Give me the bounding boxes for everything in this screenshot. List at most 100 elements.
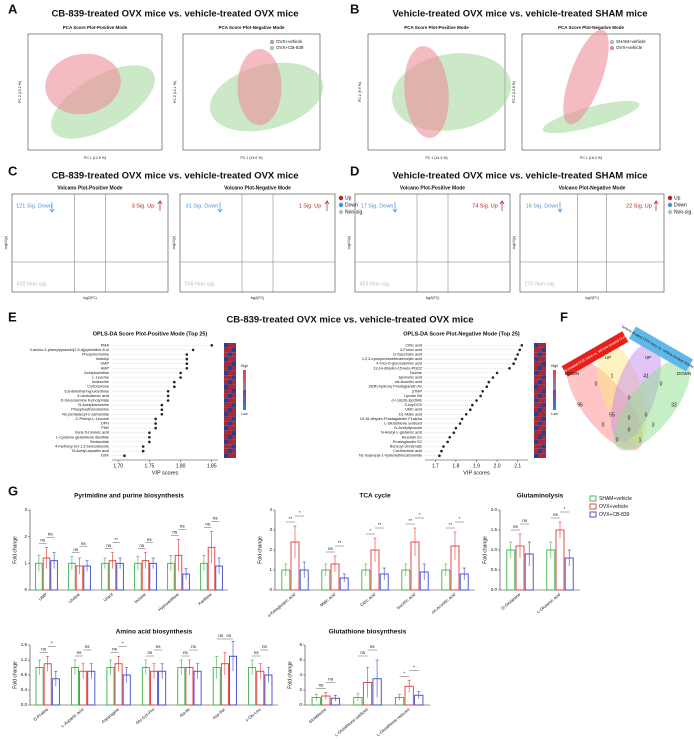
category-label: DPH: [101, 422, 109, 426]
axis-label: VIP scores: [463, 470, 490, 476]
heat-cell: [232, 343, 236, 348]
x-tick-label: Asparagine: [100, 706, 120, 724]
category-label: 15,16-dihydro Prostaglandin F1alpha: [360, 417, 423, 421]
dot: [508, 367, 511, 370]
y-tick-label: 0.4: [21, 687, 28, 692]
chart-title: Pyrimidine and purine biosynthesis: [74, 493, 184, 500]
chart-title: OPLS-DA Score Plot-Positive Mode (Top 25…: [93, 331, 208, 337]
heat-cell: [538, 384, 542, 389]
sig-label: ns: [40, 538, 46, 543]
heat-scale: [243, 374, 246, 376]
x-tick-label: 1.75: [145, 463, 155, 469]
heat-cell: [542, 421, 546, 426]
sig-label: ns: [213, 516, 219, 521]
heat-cell: [232, 370, 236, 376]
heat-cell: [228, 444, 232, 449]
heat-scale: [243, 408, 246, 410]
heat-cell: [228, 430, 232, 435]
dot: [210, 344, 214, 347]
plot-title: Volcano Plot-Negative Mode: [559, 185, 626, 191]
heat-cell: [232, 412, 236, 417]
annotation: 74 Sig. Up: [472, 203, 498, 209]
x-tick-label: Uracil: [102, 592, 113, 603]
y-tick-label: 1.0: [491, 547, 498, 552]
heat-cell: [534, 384, 538, 389]
x-tick-label: Ala-Ile: [178, 706, 191, 718]
heat-cell: [538, 421, 542, 426]
heat-scale: [243, 386, 246, 388]
heat-cell: [228, 370, 232, 376]
heat-cell: [534, 453, 538, 458]
sig-label: ns: [254, 650, 260, 655]
heat-scale: [243, 376, 246, 378]
dot: [479, 394, 482, 398]
dot: [173, 385, 176, 389]
heat-cell: [232, 389, 236, 394]
dot: [495, 371, 499, 375]
dot: [464, 413, 468, 416]
dot: [442, 445, 445, 448]
category-label: L-Leucine: [92, 376, 109, 380]
y-tick-label: 1.5: [491, 527, 498, 532]
heat-scale: [553, 372, 556, 374]
legend-label: SHAM+vehicle: [616, 39, 646, 44]
legend-label: OVX+CB-839: [276, 45, 304, 50]
heat-scale: [243, 398, 246, 400]
sig-label: ns: [81, 541, 87, 546]
sig-label: ns: [513, 524, 519, 529]
category-label: PNK: [101, 426, 109, 430]
y-tick-label: 0.0: [21, 702, 28, 707]
legend-label: Non-sig.: [674, 209, 693, 215]
y-tick-label: 0.5: [491, 567, 498, 572]
axis-label: Fold change: [257, 536, 263, 564]
venn-count: 0: [595, 381, 598, 387]
heat-cell: [534, 343, 538, 348]
x-tick-label: Glutathione: [308, 706, 328, 724]
category-label: Resolvin E1: [402, 435, 422, 439]
heat-cell: [534, 361, 538, 366]
dot: [185, 357, 189, 361]
chart-title: Glutaminolysis: [517, 493, 564, 500]
category-label: 15(R)-hydroxy Prostaglandin A2: [368, 385, 422, 389]
y-tick-label: 3: [269, 527, 272, 532]
heat-cell: [538, 366, 542, 371]
y-tick-label: 4: [299, 672, 302, 677]
sig-label: ns: [360, 650, 366, 655]
heat-scale: [553, 404, 556, 406]
venn-count: 0: [645, 412, 648, 418]
heat-cell: [228, 356, 232, 362]
heat-cell: [224, 361, 228, 366]
sig-label: ns: [191, 644, 197, 649]
y-tick-label: 2.0: [491, 507, 498, 512]
ellipse: [45, 53, 121, 115]
dot: [458, 422, 462, 425]
sig-label: ns: [553, 512, 559, 517]
heat-cell: [228, 352, 232, 357]
legend-swatch: [589, 511, 597, 518]
venn-count: 0: [628, 415, 631, 421]
heat-cell: [538, 435, 542, 440]
legend-swatch: [667, 209, 673, 215]
heat-cell: [232, 352, 236, 357]
dot: [148, 436, 151, 439]
heat-cell: [534, 444, 538, 449]
sig-label: ns: [106, 543, 112, 548]
category-label: D-Saccharic acid: [393, 353, 422, 357]
legend-swatch: [270, 40, 274, 44]
annotation: 16 Sig. Down: [526, 203, 559, 209]
heat-cell: [232, 444, 236, 449]
legend-swatch: [338, 209, 344, 215]
x-tick-label: 1.80: [176, 463, 186, 469]
y-tick-label: 2: [269, 547, 272, 552]
dot: [166, 399, 170, 402]
heat-cell: [542, 402, 546, 408]
plot-title: PCA Score Plot-Positive Mode: [404, 25, 469, 30]
legend-label: Up: [674, 195, 681, 201]
x-tick-label: 1.85: [207, 463, 217, 469]
heat-scale: [243, 378, 246, 380]
heat-cell: [232, 347, 236, 353]
heat-scale: [243, 388, 246, 390]
heat-cell: [534, 430, 538, 435]
y-tick-label: 0: [269, 587, 272, 592]
sig-label: *: [564, 506, 566, 511]
